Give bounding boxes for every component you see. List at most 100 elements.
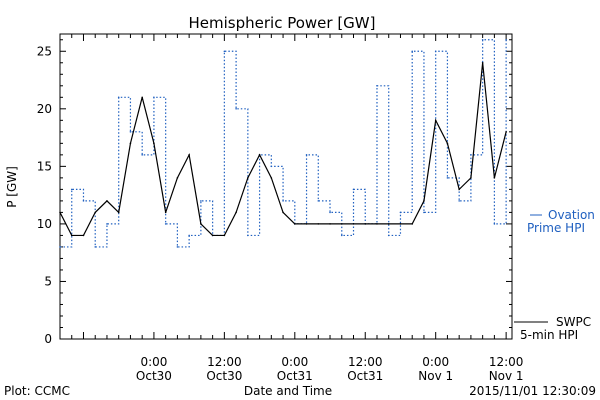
- series-1-point: [117, 211, 120, 214]
- legend-swpc-label-line2: 5-min HPI: [520, 328, 578, 342]
- y-tick-label: 5: [44, 274, 52, 288]
- series-0-point: [423, 211, 425, 214]
- series-0-point: [117, 96, 120, 99]
- y-axis-label: P [GW]: [5, 166, 19, 208]
- x-tick-label-date: Oct30: [136, 369, 172, 383]
- series-1-point: [505, 131, 507, 133]
- series-0-point: [82, 200, 85, 202]
- legend-ovation-label-line2: Prime HPI: [527, 221, 585, 235]
- series-0-point: [270, 165, 273, 168]
- x-tick-label-date: Nov 1: [489, 369, 524, 383]
- series-0-point: [446, 177, 449, 179]
- series-1-point: [59, 211, 61, 214]
- series-0-point: [317, 200, 320, 202]
- y-axis: 0 5 10 15 20 25: [37, 39, 512, 346]
- series-1-point: [258, 154, 261, 156]
- series-0-point: [141, 154, 143, 156]
- series-1-point: [200, 223, 202, 225]
- series-1-point: [493, 177, 496, 179]
- series-1-point: [458, 188, 460, 191]
- x-tick-label-date: Oct31: [347, 369, 383, 383]
- series-0-point: [247, 234, 249, 237]
- series-0-point: [387, 234, 390, 237]
- series-1-point: [387, 223, 390, 225]
- series-ovation-prime-line: [60, 39, 507, 248]
- series-0-point: [106, 223, 108, 225]
- series-0-point: [176, 246, 179, 248]
- x-tick-label-time: 12:00: [207, 355, 242, 369]
- x-axis: 0:00Oct3012:00Oct300:00Oct3112:00Oct310:…: [59, 34, 524, 383]
- series-0-point: [235, 108, 237, 110]
- legend: Ovation Prime HPI SWPC 5-min HPI: [514, 208, 595, 342]
- series-0-point: [399, 211, 402, 214]
- x-axis-label: Date and Time: [244, 384, 332, 398]
- legend-swpc-label-line1: SWPC: [556, 315, 591, 329]
- plot-credit: Plot: CCMC: [4, 384, 70, 398]
- series-0-point: [164, 223, 167, 225]
- x-tick-label-date: Oct31: [277, 369, 313, 383]
- series-1-point: [446, 142, 449, 145]
- series-1-point: [188, 154, 190, 156]
- x-tick-label-date: Oct30: [206, 369, 242, 383]
- series-1-point: [364, 223, 367, 225]
- series-0-point: [305, 154, 308, 156]
- chart-title: Hemispheric Power [GW]: [189, 14, 376, 32]
- series-0-point: [340, 234, 343, 237]
- series-0-point: [411, 50, 414, 53]
- legend-ovation-label-line1: Ovation: [548, 208, 595, 222]
- series-0-point: [470, 154, 472, 156]
- series-1-point: [294, 223, 296, 225]
- series-1-point: [211, 234, 214, 237]
- y-tick-label: 15: [37, 159, 52, 173]
- series-1-point: [434, 119, 437, 122]
- x-tick-label-time: 0:00: [281, 355, 308, 369]
- series-0-point: [223, 50, 226, 53]
- x-tick-label-time: 12:00: [489, 355, 524, 369]
- plot-frame: [59, 33, 513, 340]
- x-tick-label-time: 0:00: [140, 355, 167, 369]
- series-1-point: [305, 223, 308, 225]
- plot-timestamp: 2015/11/01 12:30:09: [469, 384, 596, 398]
- series-1-point: [270, 177, 273, 179]
- series-0-point: [282, 200, 284, 202]
- y-tick-label: 25: [37, 44, 52, 58]
- series-1-point: [470, 177, 472, 179]
- series-0-point: [200, 200, 202, 202]
- series-0-point: [329, 211, 331, 214]
- series-swpc-line: [59, 62, 507, 237]
- series-0-point: [188, 234, 190, 237]
- series-1-point: [176, 177, 179, 179]
- series-1-point: [481, 61, 484, 64]
- series-0-point: [481, 38, 484, 41]
- series-0-point: [505, 38, 507, 41]
- series-1-point: [282, 211, 284, 214]
- series-0-point: [70, 188, 73, 191]
- series-1-point: [411, 223, 414, 225]
- series-1-point: [82, 234, 85, 237]
- series-0-point: [493, 223, 496, 225]
- series-0-point: [94, 246, 97, 248]
- series-1-point: [141, 96, 143, 99]
- series-1-point: [340, 223, 343, 225]
- series-1-point: [247, 177, 249, 179]
- series-1-point: [317, 223, 320, 225]
- y-tick-label: 0: [44, 332, 52, 346]
- series-1-point: [129, 142, 132, 145]
- series-1-point: [376, 223, 378, 225]
- series-0-point: [352, 188, 355, 191]
- series-0-point: [153, 96, 155, 99]
- x-tick-label-date: Nov 1: [418, 369, 453, 383]
- series-1-point: [329, 223, 331, 225]
- series-1-point: [94, 211, 97, 214]
- series-1-point: [70, 234, 73, 237]
- series-1-point: [423, 200, 425, 202]
- series-0-point: [434, 50, 437, 53]
- series-1-point: [153, 142, 155, 145]
- series-0-point: [59, 246, 61, 248]
- x-tick-label-time: 0:00: [422, 355, 449, 369]
- series-1-point: [223, 234, 226, 237]
- series-0-point: [376, 84, 378, 87]
- series-group: [59, 38, 507, 248]
- series-1-point: [106, 200, 108, 202]
